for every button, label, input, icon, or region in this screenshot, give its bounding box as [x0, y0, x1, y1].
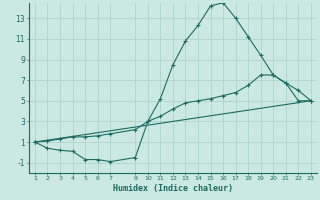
X-axis label: Humidex (Indice chaleur): Humidex (Indice chaleur)	[113, 184, 233, 193]
